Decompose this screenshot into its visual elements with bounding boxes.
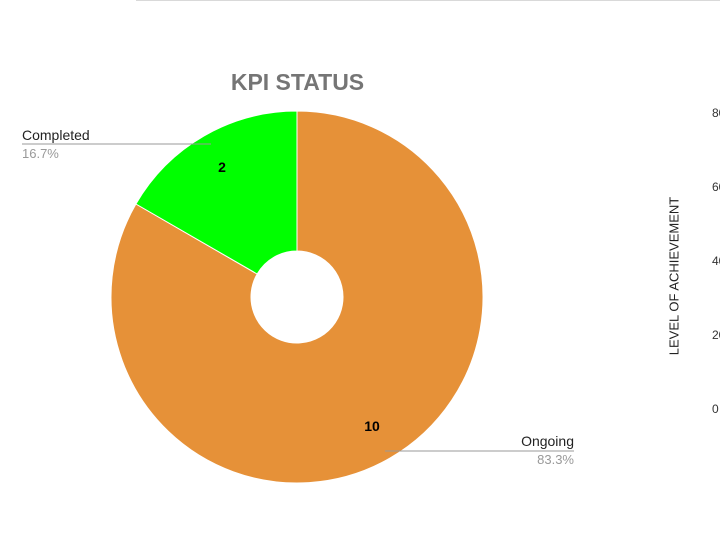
callout-label-ongoing: Ongoing bbox=[521, 433, 574, 449]
right-chart-tick: 40 bbox=[712, 254, 720, 268]
callout-percent-ongoing: 83.3% bbox=[537, 452, 574, 467]
chart-title: KPI STATUS bbox=[230, 69, 365, 95]
callout-percent-completed: 16.7% bbox=[22, 146, 59, 161]
callout-label-completed: Completed bbox=[22, 127, 90, 143]
right-chart-tick: 20 bbox=[712, 328, 720, 342]
right-chart-tick: 80 bbox=[712, 106, 720, 120]
pie-slice-ongoing bbox=[110, 110, 484, 484]
pie-slice-completed bbox=[135, 110, 298, 275]
top-divider bbox=[136, 0, 720, 1]
data-label-ongoing: 10 bbox=[364, 418, 380, 434]
right-chart-tick: 0 bbox=[712, 402, 719, 416]
data-label-completed: 2 bbox=[218, 159, 226, 175]
right-chart-tick: 60 bbox=[712, 180, 720, 194]
right-chart-y-axis-label: LEVEL OF ACHIEVEMENT bbox=[666, 196, 682, 356]
